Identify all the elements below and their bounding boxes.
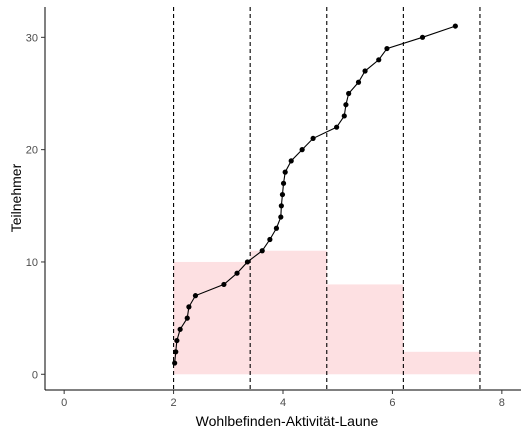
- y-tick-label-20: 20: [26, 145, 38, 157]
- data-point-20: [299, 147, 305, 153]
- data-point-29: [384, 45, 390, 52]
- data-point-23: [341, 113, 347, 119]
- histogram-bars: [173, 250, 480, 375]
- data-point-31: [452, 23, 458, 29]
- data-point-27: [362, 68, 368, 74]
- cumulative-series: [172, 23, 458, 366]
- data-point-2: [173, 349, 179, 355]
- data-point-10: [244, 259, 251, 265]
- histogram-bar-3: [326, 284, 404, 375]
- y-tick-label-10: 10: [26, 257, 38, 269]
- x-tick-label-2: 2: [171, 397, 177, 409]
- data-point-4: [177, 326, 183, 332]
- bin-boundary-lines: [173, 7, 481, 390]
- histogram-bar-4: [403, 351, 480, 375]
- data-point-30: [419, 34, 426, 40]
- data-point-25: [346, 90, 352, 97]
- data-point-21: [310, 135, 316, 142]
- data-point-6: [186, 304, 192, 310]
- y-axis-title: Teilnehmer: [8, 163, 24, 232]
- data-point-1: [172, 360, 178, 366]
- y-tick-label-30: 30: [26, 32, 38, 44]
- x-tick-label-6: 6: [389, 397, 395, 409]
- y-tick-label-0: 0: [32, 369, 38, 381]
- x-tick-label-0: 0: [61, 397, 67, 409]
- data-point-3: [174, 337, 180, 344]
- data-point-22: [334, 124, 340, 130]
- data-point-15: [278, 203, 284, 209]
- data-point-16: [279, 191, 286, 198]
- data-point-12: [267, 236, 273, 243]
- data-point-28: [376, 57, 382, 63]
- data-point-5: [184, 315, 190, 321]
- axes: 0 2 4 6 8 0 10 20 30: [26, 7, 521, 409]
- data-point-9: [234, 270, 240, 276]
- data-point-8: [221, 281, 227, 288]
- data-point-7: [192, 293, 199, 299]
- x-axis-title: Wohlbefinden-Aktivität-Laune: [196, 413, 379, 429]
- data-point-24: [343, 102, 349, 108]
- x-tick-label-4: 4: [280, 397, 286, 409]
- data-point-11: [259, 248, 265, 254]
- data-point-17: [280, 180, 287, 186]
- x-tick-label-8: 8: [499, 397, 505, 409]
- data-point-18: [282, 169, 288, 175]
- data-point-26: [355, 79, 362, 85]
- data-point-14: [278, 214, 284, 220]
- histogram-bar-2: [250, 250, 327, 375]
- data-point-13: [273, 225, 280, 231]
- data-point-19: [288, 158, 294, 164]
